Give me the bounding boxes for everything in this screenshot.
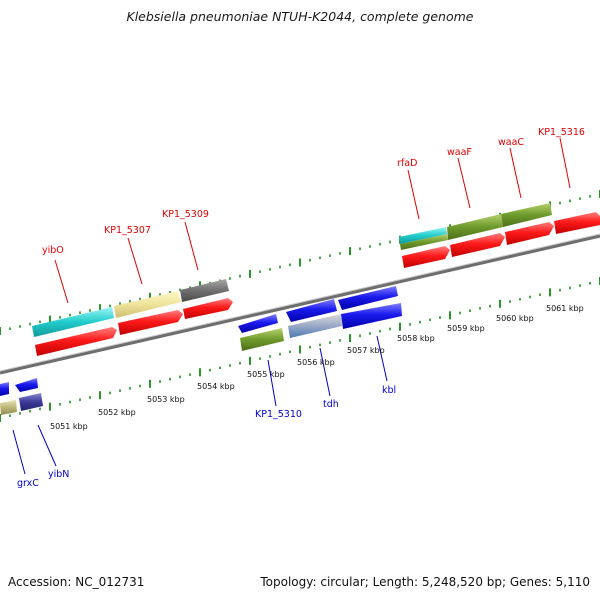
- gene-kbl-feature[interactable]: [341, 303, 402, 329]
- gene-KP1_5307-cds[interactable]: [118, 310, 183, 335]
- gene-rfaD-feature-2[interactable]: [400, 234, 448, 250]
- accession-info: Accession: NC_012731: [8, 575, 145, 589]
- gene-label-grxC[interactable]: grxC: [17, 478, 39, 489]
- gene-label-waaF[interactable]: waaF: [447, 147, 472, 158]
- scale-label-5060: 5060 kbp: [496, 314, 534, 323]
- gene-KP1_5309-feature[interactable]: [180, 279, 229, 302]
- forward-gene-labels: yibO KP1_5307 KP1_5309 rfaD waaF waaC KP…: [42, 127, 585, 256]
- gene-label-yibN[interactable]: yibN: [48, 469, 69, 480]
- scale-label-5057: 5057 kbp: [347, 346, 385, 355]
- genome-summary: Topology: circular; Length: 5,248,520 bp…: [260, 575, 590, 589]
- gene-waaF-feature[interactable]: [447, 214, 503, 240]
- reverse-gene-labels: grxC yibN KP1_5310 tdh kbl: [17, 385, 396, 489]
- scale-label-5061: 5061 kbp: [546, 304, 584, 313]
- gene-tdh-cds[interactable]: [286, 299, 337, 322]
- gene-waaF-cds[interactable]: [450, 233, 505, 257]
- scale-label-5059: 5059 kbp: [447, 324, 485, 333]
- scale-label-5058: 5058 kbp: [397, 334, 435, 343]
- gene-KP1_5310-cds[interactable]: [238, 314, 278, 333]
- gene-rfaD-feature[interactable]: [399, 227, 447, 244]
- gene-label-rfaD[interactable]: rfaD: [397, 158, 417, 169]
- forward-strand-features: [32, 203, 600, 356]
- gene-yibN-feature[interactable]: [19, 393, 43, 411]
- gene-KP1_5316-cds[interactable]: [554, 212, 600, 234]
- scale-label-5056: 5056 kbp: [297, 358, 335, 367]
- gene-tdh-feature[interactable]: [288, 314, 342, 338]
- gene-KP1_5307-feature[interactable]: [114, 291, 181, 318]
- gene-label-KP1_5316[interactable]: KP1_5316: [538, 127, 585, 138]
- label-leader-lines: [12, 137, 571, 475]
- gene-grxC-cds[interactable]: [0, 382, 9, 396]
- scale-label-5051: 5051 kbp: [50, 422, 88, 431]
- scale-label-5052: 5052 kbp: [98, 408, 136, 417]
- reverse-tick-track: [0, 277, 600, 422]
- scale-labels: 5051 kbp 5052 kbp 5053 kbp 5054 kbp 5055…: [50, 304, 584, 431]
- gene-KP1_5309-cds[interactable]: [183, 298, 233, 319]
- gene-grxC-feature[interactable]: [0, 400, 17, 415]
- reverse-strand-features: [0, 286, 402, 415]
- gene-rfaD-cds[interactable]: [402, 246, 450, 268]
- gene-label-KP1_5307[interactable]: KP1_5307: [104, 225, 151, 236]
- gene-label-yibO[interactable]: yibO: [42, 245, 64, 256]
- gene-label-kbl[interactable]: kbl: [382, 385, 396, 396]
- gene-label-KP1_5309[interactable]: KP1_5309: [162, 209, 209, 220]
- gene-waaC-cds[interactable]: [505, 222, 554, 245]
- gene-yibN-cds[interactable]: [15, 378, 38, 392]
- scale-label-5054: 5054 kbp: [197, 382, 235, 391]
- scale-label-5055: 5055 kbp: [247, 370, 285, 379]
- gene-waaC-feature[interactable]: [501, 203, 552, 227]
- gene-yibO-cds[interactable]: [35, 327, 117, 356]
- scale-label-5053: 5053 kbp: [147, 395, 185, 404]
- gene-KP1_5310-feature[interactable]: [240, 328, 284, 351]
- gene-label-tdh[interactable]: tdh: [323, 399, 339, 410]
- backbone: [0, 233, 600, 375]
- gene-label-KP1_5310[interactable]: KP1_5310: [255, 409, 302, 420]
- gene-kbl-cds[interactable]: [338, 286, 398, 310]
- map-title: Klebsiella pneumoniae NTUH-K2044, comple…: [126, 9, 474, 24]
- gene-yibO-feature[interactable]: [32, 307, 114, 337]
- gene-label-waaC[interactable]: waaC: [498, 137, 524, 148]
